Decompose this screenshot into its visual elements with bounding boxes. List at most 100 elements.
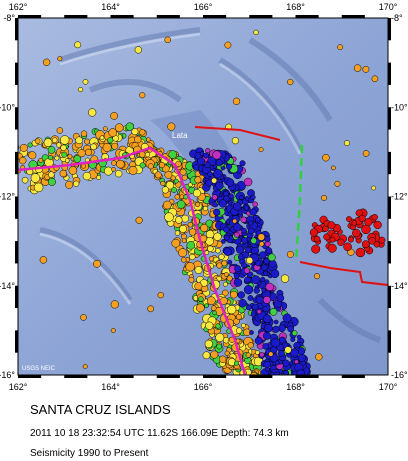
quake [198,296,204,302]
frame-segment [388,62,391,85]
frame-segment [15,151,18,175]
quake [134,46,142,54]
frame-segment [64,15,88,18]
quake [43,138,53,147]
quake [210,305,217,311]
quake [192,189,202,198]
quake [206,296,216,306]
quake [327,243,337,253]
quake [162,200,172,210]
y-tick-label: -8° [3,13,15,23]
quake [233,231,240,238]
quake [59,169,67,178]
quake [264,323,273,333]
quake [188,276,195,283]
quake [195,303,205,313]
quake [111,160,117,166]
quake [47,177,56,186]
quake [243,267,251,274]
quake [309,228,318,237]
quake [221,239,226,244]
quake [125,122,134,131]
quake [243,205,249,211]
y-tick-label: -16° [391,370,408,380]
quake [103,166,113,176]
quake [102,143,112,152]
quake [296,334,302,340]
quake [207,245,214,252]
quake [270,338,281,348]
frame-segment [15,107,18,130]
quake [249,330,254,335]
quake [291,330,298,336]
quake [75,136,83,145]
quake [19,143,28,152]
quake [240,322,246,328]
quake [73,155,82,163]
quake [268,351,274,357]
frame-segment [110,375,134,378]
quake [39,256,48,264]
quake [227,305,237,315]
quake [88,108,97,117]
quake [175,216,183,224]
quake [238,298,247,308]
quake [215,159,223,167]
quake [270,346,278,354]
quake [322,153,330,162]
quake [48,171,55,178]
quake [144,151,151,158]
quake [273,319,279,325]
quake [235,313,242,320]
quake [131,128,139,136]
quake [82,364,88,369]
quake [160,180,166,186]
quake [259,241,265,247]
quake [115,170,123,178]
quake [171,238,181,248]
quake [347,236,354,243]
quake [165,180,175,190]
quake [181,238,187,243]
quake [213,208,221,216]
quake [167,122,176,131]
x-tick-label: 166° [194,382,213,392]
x-tick-label: 164° [101,2,120,12]
quake [164,212,174,222]
plate-boundary [299,261,388,286]
quake [178,248,188,258]
frame-segment [249,15,273,18]
quake [180,257,187,263]
spreading-ridge [294,144,304,263]
quake [373,241,380,248]
frame-segment [388,241,391,264]
quake [346,216,352,223]
quake [168,150,177,159]
x-tick-label: 162° [9,382,28,392]
quake [337,44,344,51]
frame-segment [18,15,42,18]
quake [241,227,247,234]
quake [212,150,222,160]
frame-segment [203,375,227,378]
quake [371,75,379,83]
quake [224,350,230,356]
x-tick-label: 166° [194,2,213,12]
quake [82,78,89,85]
quake [287,78,294,86]
quake [264,236,271,243]
quake [60,144,67,151]
quake [223,272,229,277]
quake [239,195,244,201]
quake [107,137,114,144]
quake [258,147,264,153]
quake [223,247,232,256]
quake [219,355,227,363]
quake [256,309,262,315]
quake [265,247,273,254]
quake [147,305,155,313]
frame-segment [64,375,88,378]
quake [282,359,290,367]
quake [200,223,209,233]
quake [249,208,257,216]
